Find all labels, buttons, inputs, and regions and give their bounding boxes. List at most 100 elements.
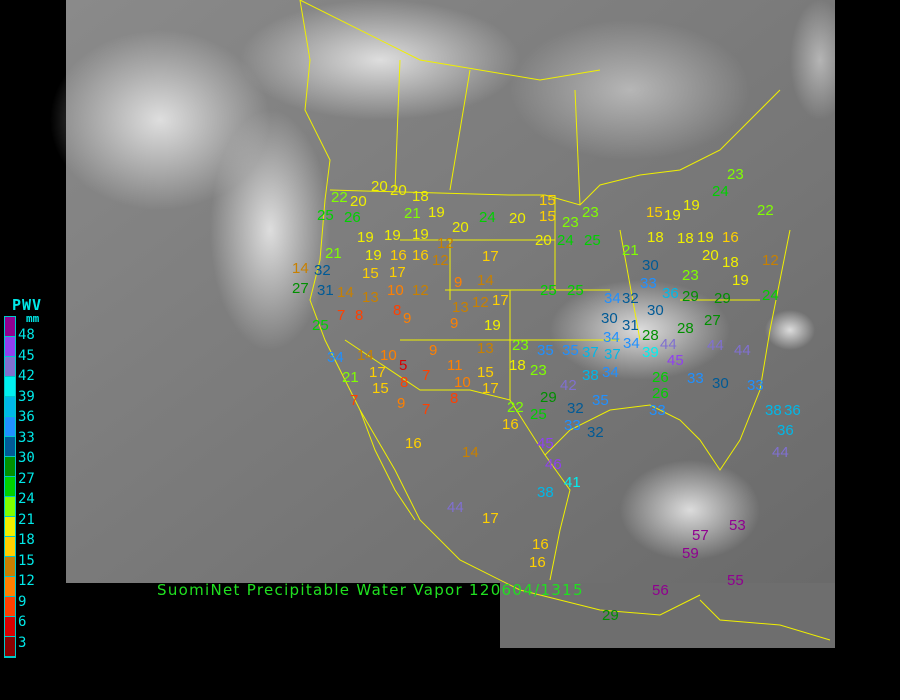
station-pwv-value: 24 (557, 232, 574, 249)
station-pwv-value: 28 (642, 327, 659, 344)
station-pwv-value: 19 (384, 227, 401, 244)
station-pwv-value: 15 (539, 192, 556, 209)
station-pwv-value: 55 (727, 572, 744, 589)
station-pwv-value: 19 (697, 229, 714, 246)
station-pwv-value: 12 (412, 282, 429, 299)
station-pwv-value: 18 (647, 229, 664, 246)
station-pwv-value: 24 (712, 183, 729, 200)
legend-bin (5, 617, 15, 637)
station-pwv-value: 26 (652, 369, 669, 386)
station-pwv-value: 13 (362, 289, 379, 306)
map-frame-right (835, 0, 900, 583)
station-pwv-value: 9 (450, 315, 459, 332)
station-pwv-value: 33 (564, 417, 581, 434)
station-pwv-value: 9 (429, 342, 438, 359)
station-pwv-value: 12 (437, 235, 454, 252)
legend-label: 30 (18, 450, 35, 466)
station-pwv-value: 17 (492, 292, 509, 309)
station-pwv-value: 9 (397, 395, 406, 412)
station-pwv-value: 34 (327, 349, 344, 366)
station-pwv-value: 9 (403, 310, 412, 327)
station-pwv-value: 44 (707, 337, 724, 354)
station-pwv-value: 25 (312, 317, 329, 334)
station-pwv-value: 31 (622, 317, 639, 334)
station-pwv-value: 38 (765, 402, 782, 419)
station-pwv-value: 15 (372, 380, 389, 397)
station-pwv-value: 15 (477, 364, 494, 381)
pwv-legend: PWV mm 48 45 42 39 36 33 30 27 24 21 18 15 12 9 6 3 (4, 296, 64, 676)
station-pwv-value: 59 (682, 545, 699, 562)
station-pwv-value: 19 (683, 197, 700, 214)
station-pwv-value: 16 (405, 435, 422, 452)
station-pwv-value: 27 (292, 280, 309, 297)
station-pwv-value: 23 (582, 204, 599, 221)
legend-label: 12 (18, 573, 35, 589)
legend-label: 33 (18, 429, 35, 446)
station-pwv-value: 33 (747, 377, 764, 394)
station-pwv-value: 7 (337, 307, 346, 324)
station-pwv-value: 44 (772, 444, 789, 461)
station-pwv-value: 19 (357, 229, 374, 246)
station-pwv-value: 38 (537, 484, 554, 501)
station-pwv-value: 15 (646, 204, 663, 221)
legend-bin (5, 537, 15, 557)
station-pwv-value: 21 (325, 245, 342, 262)
station-pwv-value: 45 (537, 435, 554, 452)
legend-label: 39 (18, 388, 35, 405)
station-pwv-value: 36 (777, 422, 794, 439)
station-pwv-value: 11 (447, 357, 463, 374)
legend-label: 6 (18, 614, 27, 630)
station-pwv-value: 20 (371, 178, 388, 195)
legend-bin (5, 377, 15, 397)
station-pwv-value: 25 (567, 282, 584, 299)
station-pwv-value: 17 (482, 510, 499, 527)
station-pwv-value: 56 (652, 582, 669, 599)
legend-label: 27 (18, 470, 35, 487)
legend-label: 18 (18, 532, 35, 548)
station-pwv-value: 34 (603, 329, 620, 346)
station-pwv-value: 12 (432, 252, 449, 269)
station-pwv-value: 22 (331, 189, 348, 206)
legend-bin (5, 577, 15, 597)
station-pwv-value: 35 (537, 342, 554, 359)
legend-bin (5, 437, 15, 457)
station-pwv-value: 57 (692, 527, 709, 544)
station-pwv-value: 33 (640, 275, 657, 292)
station-pwv-value: 41 (564, 474, 581, 491)
station-pwv-value: 28 (677, 320, 694, 337)
station-pwv-value: 18 (509, 357, 526, 374)
legend-label: 36 (18, 409, 35, 425)
political-borders (299, 0, 831, 641)
station-pwv-value: 37 (604, 346, 621, 363)
station-pwv-value: 26 (344, 209, 361, 226)
station-pwv-value: 23 (530, 362, 547, 379)
legend-label: 9 (18, 593, 27, 610)
station-pwv-value: 29 (602, 607, 619, 624)
station-pwv-value: 16 (390, 247, 407, 264)
legend-title: PWV (12, 296, 43, 314)
station-pwv-value: 13 (452, 299, 469, 316)
station-pwv-value: 7 (422, 401, 431, 418)
station-pwv-value: 16 (529, 554, 546, 571)
station-pwv-value: 15 (362, 265, 379, 282)
station-pwv-value: 39 (642, 344, 659, 361)
station-pwv-value: 53 (729, 517, 746, 534)
station-pwv-value: 32 (622, 290, 639, 307)
station-pwv-value: 35 (562, 342, 579, 359)
station-pwv-value: 16 (532, 536, 549, 553)
legend-bin (5, 317, 15, 337)
station-pwv-value: 19 (664, 207, 681, 224)
station-pwv-value: 20 (390, 182, 407, 199)
station-pwv-value: 36 (662, 285, 679, 302)
station-pwv-value: 44 (734, 342, 751, 359)
station-pwv-value: 20 (702, 247, 719, 264)
station-pwv-value: 9 (454, 274, 463, 291)
station-pwv-value: 32 (587, 424, 604, 441)
legend-bin (5, 517, 15, 537)
legend-label: 48 (18, 327, 35, 343)
station-pwv-value: 12 (762, 252, 779, 269)
legend-label: 45 (18, 347, 35, 364)
station-pwv-value: 10 (454, 374, 471, 391)
station-pwv-value: 36 (784, 402, 801, 419)
station-pwv-value: 38 (582, 367, 599, 384)
